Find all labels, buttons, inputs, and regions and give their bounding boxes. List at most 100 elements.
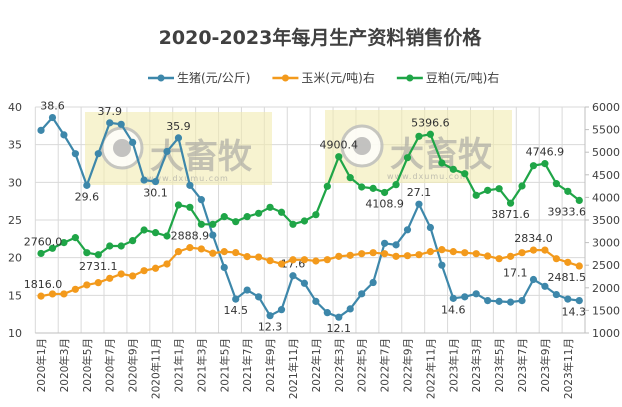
left-tick-label: 40 — [8, 101, 22, 114]
right-tick-label: 1000 — [592, 327, 620, 340]
data-point — [506, 298, 515, 306]
data-point — [358, 290, 366, 298]
data-point — [392, 241, 400, 249]
data-point — [277, 260, 286, 268]
data-point — [71, 150, 79, 158]
data-point — [541, 160, 549, 168]
data-point — [289, 256, 297, 264]
data-point — [438, 246, 446, 254]
data-point — [518, 249, 526, 257]
x-tick-label: 2022年11月 — [424, 338, 437, 399]
left-tick-label: 15 — [8, 289, 22, 302]
data-point — [506, 252, 515, 260]
data-point — [129, 237, 137, 245]
x-tick-label: 2023年7月 — [516, 338, 529, 392]
data-point — [346, 174, 354, 182]
data-point — [461, 249, 469, 257]
data-point — [403, 226, 412, 234]
legend-item: 玉米(元/吨)右 — [272, 70, 375, 85]
data-point — [37, 249, 45, 258]
data-point — [220, 263, 228, 272]
data-point — [484, 252, 492, 260]
legend-marker — [406, 74, 414, 82]
data-point — [106, 274, 114, 282]
data-label: 30.1 — [143, 187, 168, 200]
data-point — [255, 253, 263, 261]
data-label: 17.1 — [503, 267, 528, 280]
data-point — [232, 218, 240, 226]
data-label: 1816.0 — [24, 278, 63, 291]
data-point — [186, 244, 194, 252]
left-tick-label: 25 — [8, 214, 22, 227]
data-point — [472, 290, 480, 298]
data-label: 38.6 — [40, 100, 65, 113]
data-point — [380, 188, 389, 197]
legend-marker — [157, 74, 165, 82]
data-point — [323, 256, 331, 264]
data-point — [392, 252, 400, 260]
right-tick-label: 2000 — [592, 282, 620, 295]
data-label: 4900.4 — [320, 139, 359, 152]
data-point — [346, 251, 354, 259]
data-point — [232, 248, 240, 257]
data-point — [335, 252, 343, 260]
data-label: 29.6 — [75, 190, 100, 203]
data-label: 12.3 — [258, 321, 283, 334]
data-label: 2731.1 — [79, 260, 118, 273]
data-point — [106, 119, 114, 127]
data-point — [552, 290, 560, 299]
data-point — [83, 249, 91, 257]
data-point — [255, 209, 263, 217]
data-point — [243, 286, 251, 294]
x-tick-label: 2021年3月 — [195, 338, 208, 392]
data-label: 12.1 — [327, 322, 352, 335]
x-tick-label: 2023年5月 — [493, 338, 506, 392]
data-point — [575, 262, 583, 270]
data-point — [71, 234, 79, 242]
right-tick-label: 4000 — [592, 191, 620, 204]
data-point — [140, 226, 148, 234]
data-point — [529, 246, 538, 254]
data-point — [174, 248, 183, 256]
data-point — [129, 138, 137, 147]
data-point — [346, 305, 354, 313]
data-point — [415, 251, 423, 259]
x-tick-label: 2023年1月 — [447, 338, 460, 392]
data-label: 4746.9 — [526, 146, 565, 159]
data-label: 4108.9 — [365, 197, 404, 210]
chart-title: 2020-2023年每月生产资料销售价格 — [159, 26, 483, 49]
data-point — [518, 297, 526, 305]
data-point — [60, 131, 68, 139]
data-point — [438, 261, 446, 269]
x-tick-label: 2021年5月 — [218, 338, 231, 392]
data-label: 14.5 — [223, 304, 248, 317]
data-point — [197, 245, 205, 253]
x-tick-label: 2021年7月 — [241, 338, 254, 392]
data-point — [495, 297, 503, 305]
data-point — [83, 181, 91, 189]
data-label: 5396.6 — [411, 116, 450, 129]
data-point — [323, 182, 331, 190]
data-point — [312, 211, 320, 219]
series-生猪(元/公斤): 38.629.637.930.135.914.512.317.612.127.1… — [37, 100, 586, 335]
data-label: 2888.9 — [171, 230, 210, 243]
data-point — [60, 290, 68, 298]
watermark-url: www.dxumu.com — [387, 172, 469, 181]
data-point — [541, 282, 549, 290]
data-point — [209, 249, 217, 257]
data-point — [438, 159, 446, 167]
data-point — [243, 213, 251, 221]
data-point — [518, 182, 526, 190]
data-point — [335, 153, 343, 161]
data-point — [106, 242, 114, 250]
legend: 生猪(元/公斤) 玉米(元/吨)右 豆粕(元/吨)右 — [148, 70, 499, 85]
right-tick-label: 5500 — [592, 124, 620, 137]
x-tick-label: 2022年3月 — [333, 338, 346, 392]
data-point — [541, 246, 549, 254]
data-point — [243, 253, 251, 261]
grid — [34, 106, 586, 334]
data-point — [449, 248, 457, 256]
legend-marker — [281, 74, 289, 82]
left-tick-label: 10 — [8, 327, 22, 340]
